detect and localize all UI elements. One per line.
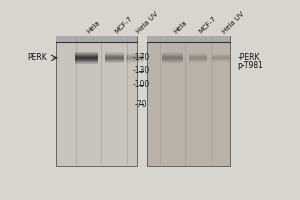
Bar (75, 59, 98, 60)
Text: -130: -130 (132, 66, 150, 75)
Text: MCF-7: MCF-7 (114, 15, 134, 35)
Bar (75, 60, 98, 61)
Bar (75, 57, 98, 58)
Bar (75, 55, 98, 56)
Text: -100: -100 (132, 80, 150, 89)
Bar (147, 36, 230, 166)
Bar (75, 61, 98, 62)
Bar (75, 56, 98, 57)
Text: MCF-7: MCF-7 (198, 15, 218, 35)
Bar (56, 36, 137, 166)
Bar (75, 63, 98, 64)
Text: Hela UV: Hela UV (221, 11, 245, 35)
Text: Hela: Hela (86, 19, 102, 35)
Bar (75, 58, 98, 59)
Bar (75, 53, 98, 54)
Text: PERK: PERK (27, 53, 47, 62)
Text: p-T981: p-T981 (238, 61, 263, 70)
Bar (75, 52, 98, 53)
Text: Hela: Hela (172, 19, 188, 35)
Bar (75, 62, 98, 63)
Text: Hela UV: Hela UV (135, 11, 159, 35)
Bar (75, 54, 98, 55)
Text: -170: -170 (132, 53, 150, 62)
Bar (147, 36, 230, 42)
Text: -PERK: -PERK (238, 53, 260, 62)
Bar (56, 36, 137, 42)
Text: -70: -70 (135, 100, 147, 109)
